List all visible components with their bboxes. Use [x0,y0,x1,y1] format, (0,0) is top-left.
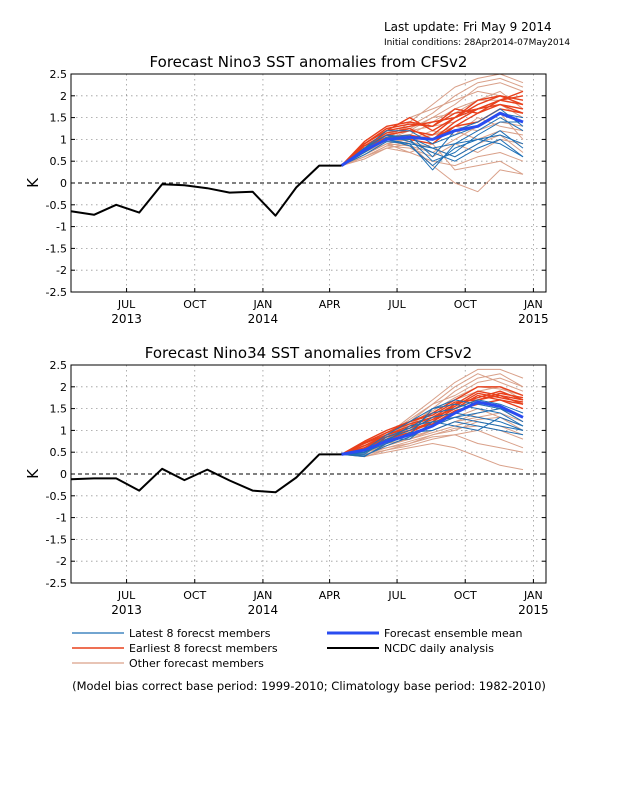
legend-latest-label: Latest 8 forecst members [129,627,271,640]
y-tick-label: 2 [60,381,67,394]
y-axis-label: K [24,468,42,479]
latest-member-line [341,117,524,167]
last-update-text: Last update: Fri May 9 2014 [384,20,552,34]
x-tick-month-label: JUL [117,298,136,311]
x-tick-year-label: 2015 [518,603,549,617]
y-tick-label: 0.5 [50,155,68,168]
y-tick-label: -1 [56,512,67,525]
ncdc-analysis-line [70,453,342,494]
x-tick-month-label: OCT [454,298,477,311]
earliest-member-line [341,103,524,167]
x-tick-year-label: 2015 [518,312,549,326]
y-tick-label: -1.5 [46,242,67,255]
x-tick-month-label: JUL [387,589,406,602]
x-tick-year-label: 2014 [248,312,279,326]
earliest-member-line [341,399,524,456]
x-tick-month-label: JUL [117,589,136,602]
legend-mean-label: Forecast ensemble mean [384,627,523,640]
other-member-line [341,443,524,471]
x-tick-month-label: APR [319,298,341,311]
x-tick-month-label: JAN [523,589,543,602]
x-tick-month-label: APR [319,589,341,602]
y-tick-label: 0 [60,177,67,190]
earliest-member-line [341,392,524,456]
y-tick-label: 2.5 [50,68,68,81]
other-member-line [341,434,524,455]
latest-member-line [341,399,524,455]
latest-member-line [341,138,524,171]
y-axis-label: K [24,177,42,188]
y-tick-label: -1 [56,221,67,234]
footnote: (Model bias correct base period: 1999-20… [72,679,546,693]
y-tick-label: 1 [60,133,67,146]
x-tick-month-label: JAN [253,298,273,311]
x-tick-month-label: JUL [387,298,406,311]
x-tick-month-label: OCT [454,589,477,602]
y-tick-label: 1 [60,424,67,437]
x-tick-month-label: OCT [183,298,206,311]
legend: Latest 8 forecst members Earliest 8 fore… [72,627,523,670]
y-tick-label: 1.5 [50,403,68,416]
y-tick-label: -0.5 [46,490,67,503]
nino3-panel: Forecast Nino3 SST anomalies from CFSv2 K… [24,53,549,326]
latest-member-line [341,421,524,455]
y-tick-label: -2.5 [46,577,67,590]
x-tick-year-label: 2013 [111,603,142,617]
x-tick-month-label: JAN [253,589,273,602]
initial-conditions-text: Initial conditions: 28Apr2014-07May2014 [384,38,570,48]
y-tick-label: 2 [60,90,67,103]
plot-frame [70,364,547,584]
ensemble-mean-line [340,111,524,167]
x-tick-year-label: 2013 [111,312,142,326]
chart-title: Forecast Nino3 SST anomalies from CFSv2 [150,53,468,71]
legend-other-label: Other forecast members [129,657,264,670]
other-member-line [341,416,524,455]
y-tick-label: -1.5 [46,533,67,546]
plot-frame [70,73,547,293]
y-tick-label: -2 [56,264,67,277]
y-tick-label: 2.5 [50,359,68,372]
chart-title: Forecast Nino34 SST anomalies from CFSv2 [145,344,472,362]
ensemble-mean-line [341,400,524,456]
y-tick-label: -2 [56,555,67,568]
x-tick-month-label: OCT [183,589,206,602]
earliest-member-line [341,392,524,456]
x-tick-year-label: 2014 [248,603,279,617]
y-tick-label: -2.5 [46,286,67,299]
ncdc-analysis-line [70,164,342,217]
y-tick-label: -0.5 [46,199,67,212]
x-tick-month-label: JAN [523,298,543,311]
legend-ncdc-label: NCDC daily analysis [384,642,494,655]
legend-earliest-label: Earliest 8 forecst members [129,642,278,655]
nino34-panel: Forecast Nino34 SST anomalies from CFSv2… [24,344,549,617]
y-tick-label: 0.5 [50,446,68,459]
other-member-line [341,143,524,193]
y-tick-label: 1.5 [50,112,68,125]
other-member-line [341,429,524,458]
y-tick-label: 0 [60,468,67,481]
